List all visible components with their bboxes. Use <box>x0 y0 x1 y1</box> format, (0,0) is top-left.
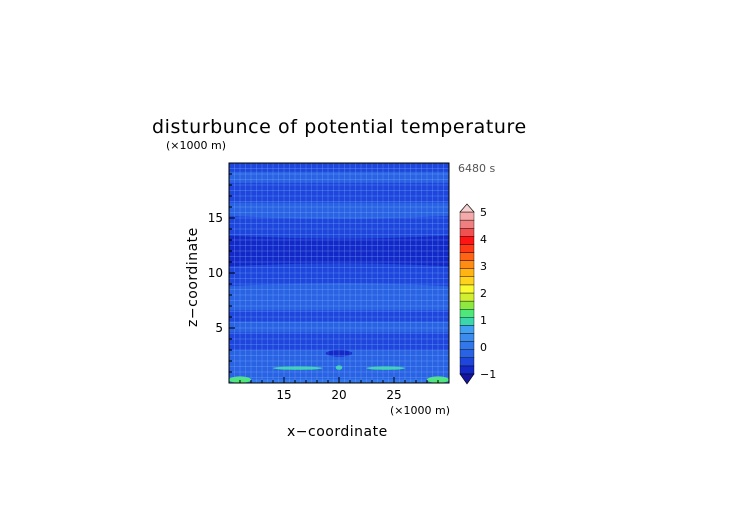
colorbar-tick-label: −1 <box>480 368 496 381</box>
colorbar-swatch <box>459 365 475 375</box>
colorbar-swatch <box>459 292 475 302</box>
colorbar-tick-label: 1 <box>480 314 487 327</box>
colorbar-tick-label: 2 <box>480 287 487 300</box>
y-tick-label: 5 <box>215 321 223 335</box>
x-unit-label: (×1000 m) <box>390 404 450 417</box>
plot-grid <box>228 162 450 384</box>
y-axis-ticks: 5 10 15 <box>208 162 235 384</box>
x-tick-label: 25 <box>386 388 401 402</box>
y-unit-label: (×1000 m) <box>166 139 226 152</box>
colorbar-swatch <box>459 309 475 318</box>
chart-title: disturbunce of potential temperature <box>152 116 527 138</box>
colorbar-swatch <box>459 260 475 269</box>
colorbar-upper-arrow <box>459 203 475 213</box>
y-tick-label: 15 <box>208 211 223 225</box>
colorbar-swatch <box>459 236 475 245</box>
colorbar-swatch <box>459 317 475 326</box>
x-tick-label: 20 <box>331 388 346 402</box>
colorbar: −1 0 1 2 3 4 5 <box>459 203 496 385</box>
colorbar-swatch <box>459 227 475 237</box>
colorbar-swatch <box>459 252 475 261</box>
x-axis-label: x−coordinate <box>287 424 388 440</box>
time-label: 6480 s <box>458 162 495 175</box>
colorbar-swatch <box>459 244 475 253</box>
heatmap-feature <box>273 366 323 370</box>
colorbar-tick-label: 3 <box>480 260 487 273</box>
colorbar-tick-label: 4 <box>480 233 487 246</box>
colorbar-swatch <box>459 341 475 350</box>
x-axis-ticks: 15 20 25 <box>228 377 450 402</box>
colorbar-tick-label: 5 <box>480 206 487 219</box>
colorbar-swatch <box>459 300 475 310</box>
x-tick-label: 15 <box>276 388 291 402</box>
colorbar-swatch <box>459 211 475 221</box>
colorbar-lower-arrow <box>459 373 475 385</box>
colorbar-swatch <box>459 325 475 334</box>
colorbar-swatch <box>459 349 475 359</box>
colorbar-swatch <box>459 276 475 286</box>
heatmap-feature <box>366 366 405 370</box>
colorbar-swatch <box>459 333 475 342</box>
y-tick-label: 10 <box>208 266 223 280</box>
colorbar-swatch <box>459 219 475 229</box>
y-axis-label: z−coordinate <box>185 227 201 327</box>
colorbar-tick-label: 0 <box>480 341 487 354</box>
colorbar-swatch <box>459 357 475 367</box>
colorbar-swatch <box>459 284 475 294</box>
colorbar-swatch <box>459 268 475 278</box>
